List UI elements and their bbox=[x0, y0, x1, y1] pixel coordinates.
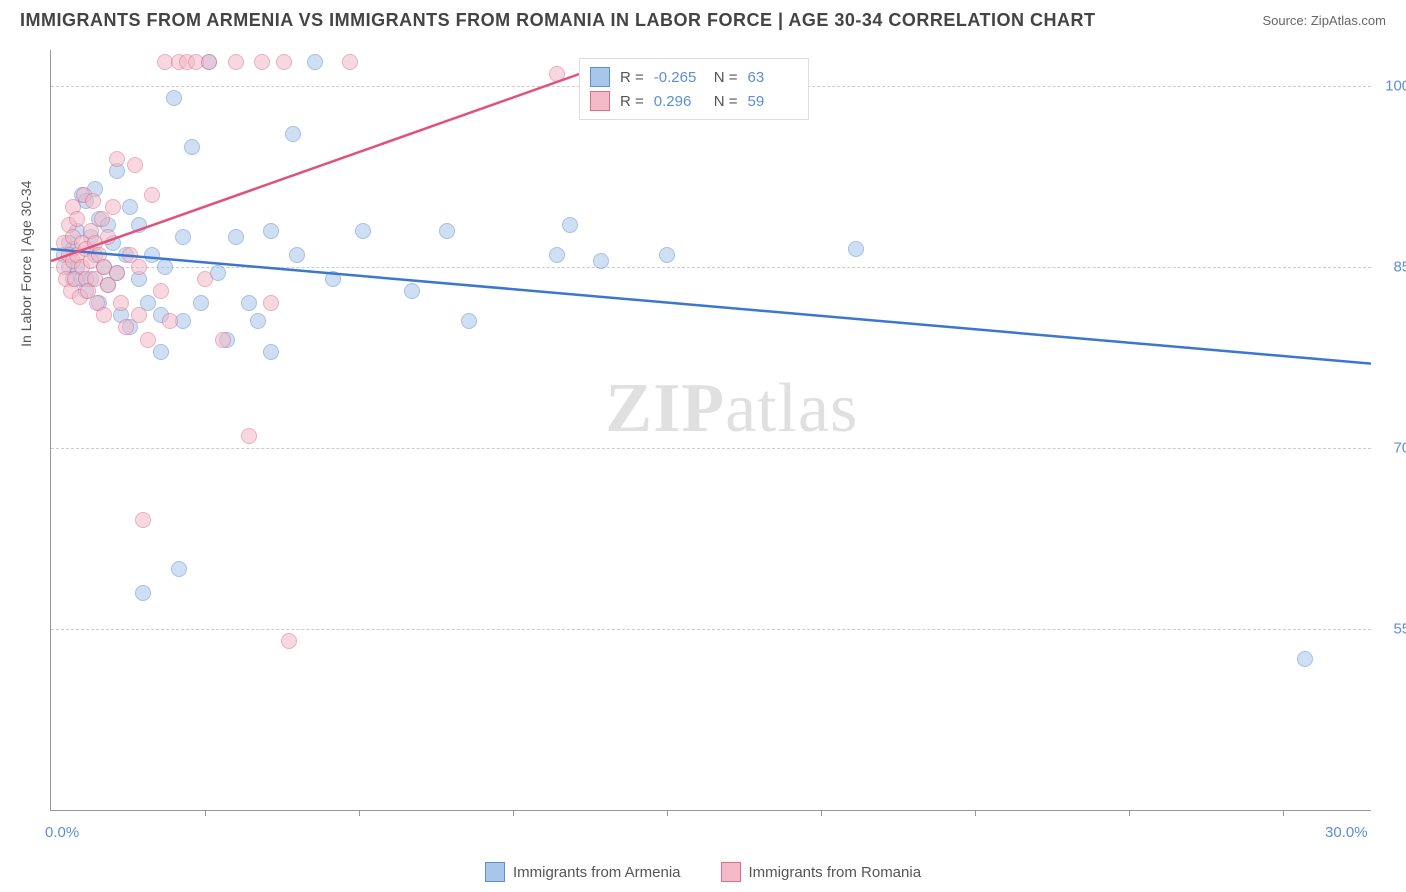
trend-lines bbox=[51, 50, 1371, 810]
x-tick-label: 30.0% bbox=[1325, 824, 1368, 841]
stat-label: R = bbox=[620, 93, 644, 110]
stat-r: -0.265 bbox=[654, 69, 704, 86]
stat-r: 0.296 bbox=[654, 93, 704, 110]
x-tick-label: 0.0% bbox=[45, 824, 79, 841]
correlation-stats-box: R = -0.265 N = 63 R = 0.296 N = 59 bbox=[579, 58, 809, 120]
x-tick bbox=[1129, 810, 1130, 816]
y-axis-title: In Labor Force | Age 30-34 bbox=[18, 181, 34, 347]
x-tick bbox=[513, 810, 514, 816]
source-credit: Source: ZipAtlas.com bbox=[1262, 13, 1386, 28]
y-tick-label: 100.0% bbox=[1385, 78, 1406, 95]
y-tick-label: 85.0% bbox=[1393, 259, 1406, 276]
scatter-plot: 55.0%70.0%85.0%100.0% ZIPatlas R =-0.265… bbox=[50, 50, 1371, 811]
legend-label: Immigrants from Armenia bbox=[513, 864, 681, 881]
x-tick bbox=[667, 810, 668, 816]
legend-item: Immigrants from Romania bbox=[721, 862, 922, 882]
legend-item: Immigrants from Armenia bbox=[485, 862, 681, 882]
x-tick bbox=[1283, 810, 1284, 816]
legend-label: Immigrants from Romania bbox=[749, 864, 922, 881]
trendline bbox=[51, 249, 1371, 364]
stats-row: R = 0.296 N = 59 bbox=[590, 89, 798, 113]
legend-swatch bbox=[485, 862, 505, 882]
stat-label: R = bbox=[620, 69, 644, 86]
legend-swatch bbox=[590, 67, 610, 87]
stat-label: N = bbox=[714, 93, 738, 110]
stat-label: N = bbox=[714, 69, 738, 86]
x-tick bbox=[821, 810, 822, 816]
chart-title: IMMIGRANTS FROM ARMENIA VS IMMIGRANTS FR… bbox=[20, 10, 1096, 31]
stat-n: 63 bbox=[748, 69, 798, 86]
legend: Immigrants from Armenia Immigrants from R… bbox=[0, 862, 1406, 882]
x-tick bbox=[975, 810, 976, 816]
y-tick-label: 70.0% bbox=[1393, 440, 1406, 457]
legend-swatch bbox=[721, 862, 741, 882]
legend-swatch bbox=[590, 91, 610, 111]
y-tick-label: 55.0% bbox=[1393, 621, 1406, 638]
stats-row: R = -0.265 N = 63 bbox=[590, 65, 798, 89]
x-tick bbox=[359, 810, 360, 816]
stat-n: 59 bbox=[748, 93, 798, 110]
trendline bbox=[51, 74, 579, 261]
x-tick bbox=[205, 810, 206, 816]
